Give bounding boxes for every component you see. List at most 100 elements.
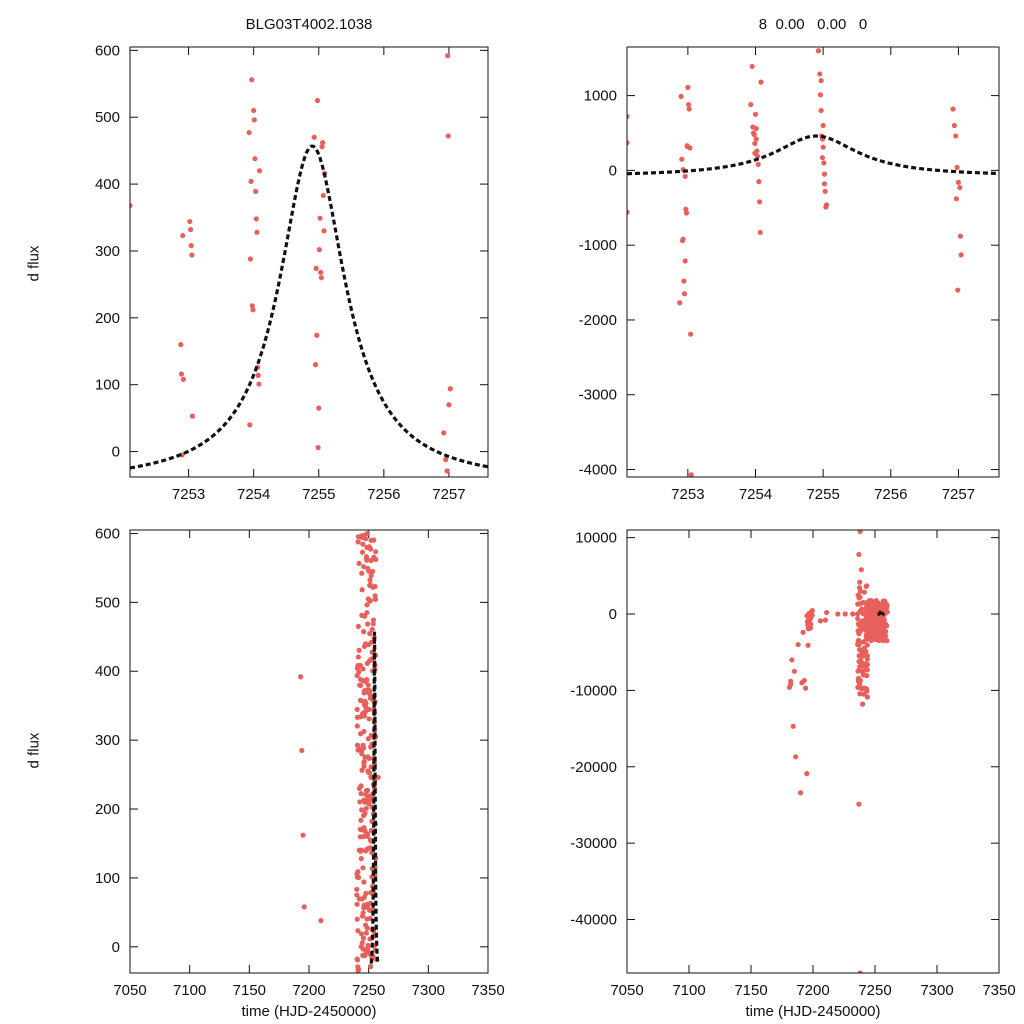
data-point (362, 754, 368, 760)
data-point (313, 265, 319, 271)
data-point (361, 643, 368, 649)
data-point (857, 970, 863, 973)
data-point (860, 701, 866, 707)
data-point (856, 585, 863, 591)
data-point (864, 642, 870, 648)
data-point (311, 134, 317, 140)
data-point (358, 931, 365, 937)
data-point (680, 236, 686, 242)
data-point (246, 129, 252, 136)
data-point (882, 633, 889, 639)
data-point (855, 668, 861, 674)
data-point (355, 534, 362, 540)
plot-area (298, 530, 381, 973)
data-point (361, 879, 367, 885)
data-point (368, 572, 374, 579)
x-tick-label: 7150 (734, 982, 767, 999)
y-tick-label: 0 (112, 444, 120, 461)
x-tick-label: 7050 (610, 982, 643, 999)
data-point (749, 63, 755, 70)
data-point (818, 78, 824, 84)
data-point (366, 716, 372, 722)
bottom-left-xlabel: time (HJD-2450000) (241, 1003, 377, 1020)
data-point (807, 616, 814, 622)
data-point (864, 611, 870, 617)
x-tick-label: 7250 (858, 982, 891, 999)
data-point (314, 97, 321, 104)
data-point (249, 77, 255, 83)
plot-area (786, 530, 890, 973)
data-point (864, 600, 870, 606)
data-point (372, 593, 378, 599)
data-point (253, 188, 259, 195)
x-tick-label: 7350 (982, 982, 1015, 999)
data-point (954, 164, 960, 170)
data-point (756, 179, 762, 185)
data-point (367, 630, 373, 637)
data-point (818, 107, 824, 114)
data-point (178, 341, 184, 348)
x-tick-label: 7253 (671, 486, 704, 503)
data-point (447, 386, 453, 392)
data-point (627, 113, 630, 120)
data-point (882, 628, 888, 634)
data-point (688, 472, 694, 477)
x-tick-label: 7253 (172, 486, 205, 503)
data-point (860, 649, 866, 655)
data-point (367, 837, 374, 843)
data-point (821, 171, 828, 177)
data-point (247, 422, 253, 428)
data-point (860, 668, 866, 674)
data-point (677, 300, 683, 306)
y-tick-label: 600 (95, 42, 120, 59)
data-point (251, 117, 257, 123)
data-point (370, 621, 376, 627)
data-point (361, 728, 367, 735)
data-point (354, 957, 361, 963)
data-point (857, 678, 863, 684)
data-point (315, 444, 321, 451)
data-point (358, 783, 364, 789)
data-point (857, 658, 863, 664)
data-point (180, 232, 186, 239)
x-tick-label: 7256 (874, 486, 907, 503)
right-title: 8 0.00 0.00 0 (758, 16, 868, 33)
data-point (361, 905, 367, 911)
data-point (373, 549, 379, 555)
data-point (821, 160, 827, 166)
data-point (354, 672, 360, 679)
data-point (793, 754, 799, 760)
data-point (364, 610, 370, 616)
x-tick-label: 7255 (806, 486, 839, 503)
data-point (857, 691, 863, 697)
data-point (367, 582, 373, 588)
y-tick-label: 100 (95, 377, 120, 394)
data-point (320, 192, 326, 199)
data-point (788, 678, 794, 684)
model-curve (627, 134, 999, 176)
data-point (357, 799, 363, 805)
data-point (441, 430, 447, 436)
data-point (446, 402, 452, 408)
data-point (249, 303, 255, 309)
data-point (357, 676, 364, 683)
data-point (360, 935, 367, 941)
data-point (364, 530, 371, 537)
data-point (368, 963, 374, 970)
data-point (868, 637, 874, 644)
data-point (835, 611, 841, 617)
data-point (861, 589, 868, 595)
data-point (248, 178, 254, 185)
data-point (802, 685, 809, 691)
data-point (354, 723, 360, 729)
data-point (321, 228, 327, 234)
data-point (800, 629, 806, 635)
data-point (355, 967, 362, 973)
data-point (355, 654, 361, 660)
data-point (681, 278, 687, 284)
data-point (752, 150, 758, 156)
data-point (824, 609, 830, 616)
data-point (367, 577, 373, 583)
